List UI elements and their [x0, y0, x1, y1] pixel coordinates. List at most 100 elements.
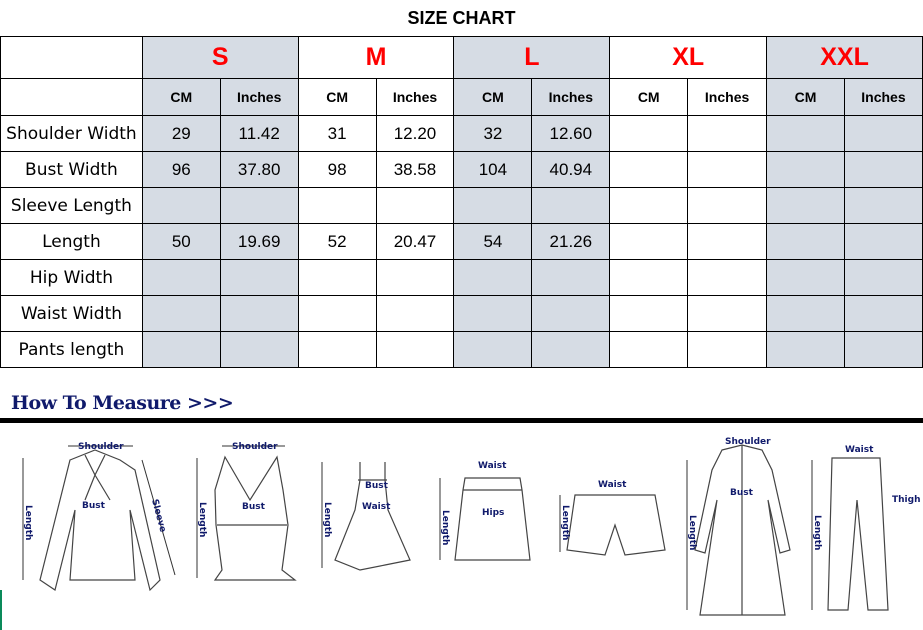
label-waist: Waist	[845, 445, 874, 455]
table-row: Length 50 19.69 52 20.47 54 21.26	[0, 223, 923, 260]
size-chart-title: SIZE CHART	[407, 8, 516, 28]
measurement-illustrations: Shoulder Bust Length Sleeve Shoulder Bus…	[22, 437, 920, 616]
label-hips: Hips	[482, 508, 504, 518]
label-waist: Waist	[598, 480, 627, 490]
value-cell	[687, 223, 768, 260]
value-cell	[141, 295, 221, 332]
value-cell: 54	[453, 223, 533, 260]
value-cell	[531, 187, 611, 224]
label-bust: Bust	[82, 501, 106, 511]
value-cell	[687, 295, 768, 332]
value-cell	[843, 295, 923, 332]
cm-header: CM	[766, 78, 845, 116]
size-m-header: M	[297, 36, 455, 79]
value-cell	[609, 223, 689, 260]
unit-header-row: CM Inches CM Inches CM Inches CM Inches CM Inches	[0, 78, 923, 116]
dress-figure: Bust Waist Length	[321, 462, 411, 571]
value-cell	[453, 331, 533, 368]
value-cell	[843, 259, 923, 296]
value-cell	[453, 187, 533, 224]
value-cell: 11.42	[219, 115, 299, 152]
value-cell	[297, 259, 377, 296]
value-cell	[766, 331, 845, 368]
label-length: Length	[812, 515, 822, 550]
measurement-label: Pants length	[0, 331, 143, 368]
value-cell	[531, 259, 611, 296]
label-length: Length	[687, 515, 697, 550]
cm-header: CM	[297, 78, 377, 116]
label-length: Length	[322, 502, 332, 537]
value-cell	[843, 187, 923, 224]
value-cell: 52	[297, 223, 377, 260]
table-row: Sleeve Length	[0, 187, 923, 224]
value-cell	[297, 187, 377, 224]
value-cell	[687, 115, 768, 152]
value-cell	[609, 259, 689, 296]
value-cell	[687, 259, 768, 296]
label-waist: Waist	[362, 502, 391, 512]
size-xl-header: XL	[609, 36, 768, 79]
label-bust: Bust	[730, 488, 754, 498]
value-cell	[843, 151, 923, 188]
value-cell	[843, 115, 923, 152]
pants-figure: Waist Thigh Length	[811, 445, 920, 611]
value-cell: 12.20	[375, 115, 455, 152]
blouse-figure: Shoulder Bust Length Sleeve	[22, 442, 176, 592]
measurement-label: Shoulder Width	[0, 115, 143, 152]
label-waist: Waist	[478, 461, 507, 471]
value-cell	[766, 295, 845, 332]
value-cell	[687, 331, 768, 368]
shorts-figure: Waist Length	[559, 480, 666, 556]
value-cell: 21.26	[531, 223, 611, 260]
value-cell	[687, 187, 768, 224]
measurement-label: Bust Width	[0, 151, 143, 188]
inches-header: Inches	[687, 78, 768, 116]
cm-header: CM	[453, 78, 533, 116]
measurement-label: Hip Width	[0, 259, 143, 296]
value-cell: 19.69	[219, 223, 299, 260]
label-length: Length	[197, 502, 207, 537]
value-cell	[609, 295, 689, 332]
edge-marker	[0, 590, 2, 630]
value-cell	[687, 151, 768, 188]
empty-cell	[0, 36, 143, 79]
value-cell: 20.47	[375, 223, 455, 260]
cm-header: CM	[141, 78, 221, 116]
table-row: Waist Width	[0, 295, 923, 332]
inches-header: Inches	[843, 78, 923, 116]
coat-figure: Shoulder Bust Length	[686, 437, 791, 616]
value-cell: 37.80	[219, 151, 299, 188]
value-cell	[609, 331, 689, 368]
label-bust: Bust	[242, 502, 266, 512]
value-cell	[141, 187, 221, 224]
table-row: Pants length	[0, 331, 923, 368]
value-cell	[375, 295, 455, 332]
how-to-measure-heading: How To Measure >>>	[11, 392, 234, 414]
value-cell	[609, 115, 689, 152]
empty-cell	[0, 78, 143, 116]
value-cell	[531, 295, 611, 332]
inches-header: Inches	[375, 78, 455, 116]
value-cell	[843, 331, 923, 368]
measurement-label: Sleeve Length	[0, 187, 143, 224]
label-shoulder: Shoulder	[725, 437, 771, 447]
table-row: Hip Width	[0, 259, 923, 296]
value-cell	[219, 187, 299, 224]
measurement-label: Waist Width	[0, 295, 143, 332]
label-length: Length	[23, 505, 33, 540]
inches-header: Inches	[531, 78, 611, 116]
measurement-label: Length	[0, 223, 143, 260]
value-cell: 104	[453, 151, 533, 188]
value-cell	[297, 331, 377, 368]
value-cell: 12.60	[531, 115, 611, 152]
table-row: Shoulder Width 29 11.42 31 12.20 32 12.60	[0, 115, 923, 152]
value-cell: 32	[453, 115, 533, 152]
value-cell	[766, 223, 845, 260]
label-bust: Bust	[365, 481, 389, 491]
value-cell	[219, 295, 299, 332]
value-cell	[766, 115, 845, 152]
value-cell: 31	[297, 115, 377, 152]
value-cell	[609, 187, 689, 224]
value-cell	[375, 187, 455, 224]
inches-header: Inches	[219, 78, 299, 116]
